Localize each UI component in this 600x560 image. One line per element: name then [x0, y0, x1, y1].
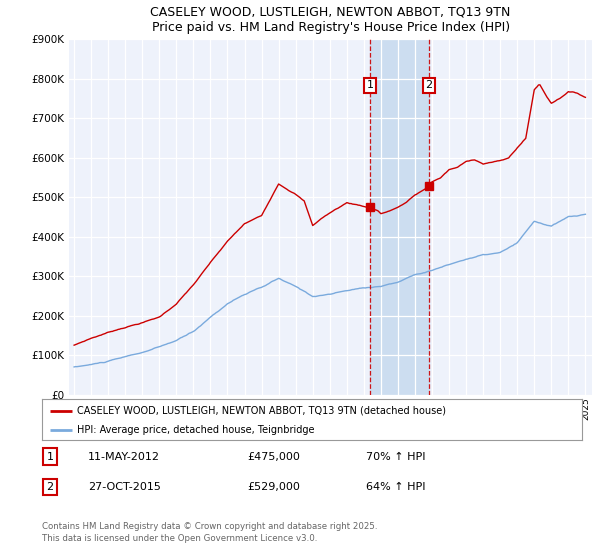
Text: 70% ↑ HPI: 70% ↑ HPI [366, 451, 425, 461]
Text: HPI: Average price, detached house, Teignbridge: HPI: Average price, detached house, Teig… [77, 424, 314, 435]
Text: 1: 1 [367, 81, 373, 90]
Bar [370, 39, 429, 395]
Text: 27-OCT-2015: 27-OCT-2015 [88, 482, 161, 492]
Text: £475,000: £475,000 [247, 451, 300, 461]
Text: 64% ↑ HPI: 64% ↑ HPI [366, 482, 425, 492]
Text: Contains HM Land Registry data © Crown copyright and database right 2025.
This d: Contains HM Land Registry data © Crown c… [42, 522, 377, 543]
Text: 1: 1 [47, 451, 53, 461]
Text: 2: 2 [47, 482, 53, 492]
Title: CASELEY WOOD, LUSTLEIGH, NEWTON ABBOT, TQ13 9TN
Price paid vs. HM Land Registry': CASELEY WOOD, LUSTLEIGH, NEWTON ABBOT, T… [151, 6, 511, 34]
Text: £529,000: £529,000 [247, 482, 300, 492]
Text: 2: 2 [425, 81, 433, 90]
Text: 11-MAY-2012: 11-MAY-2012 [88, 451, 160, 461]
Text: CASELEY WOOD, LUSTLEIGH, NEWTON ABBOT, TQ13 9TN (detached house): CASELEY WOOD, LUSTLEIGH, NEWTON ABBOT, T… [77, 405, 446, 416]
